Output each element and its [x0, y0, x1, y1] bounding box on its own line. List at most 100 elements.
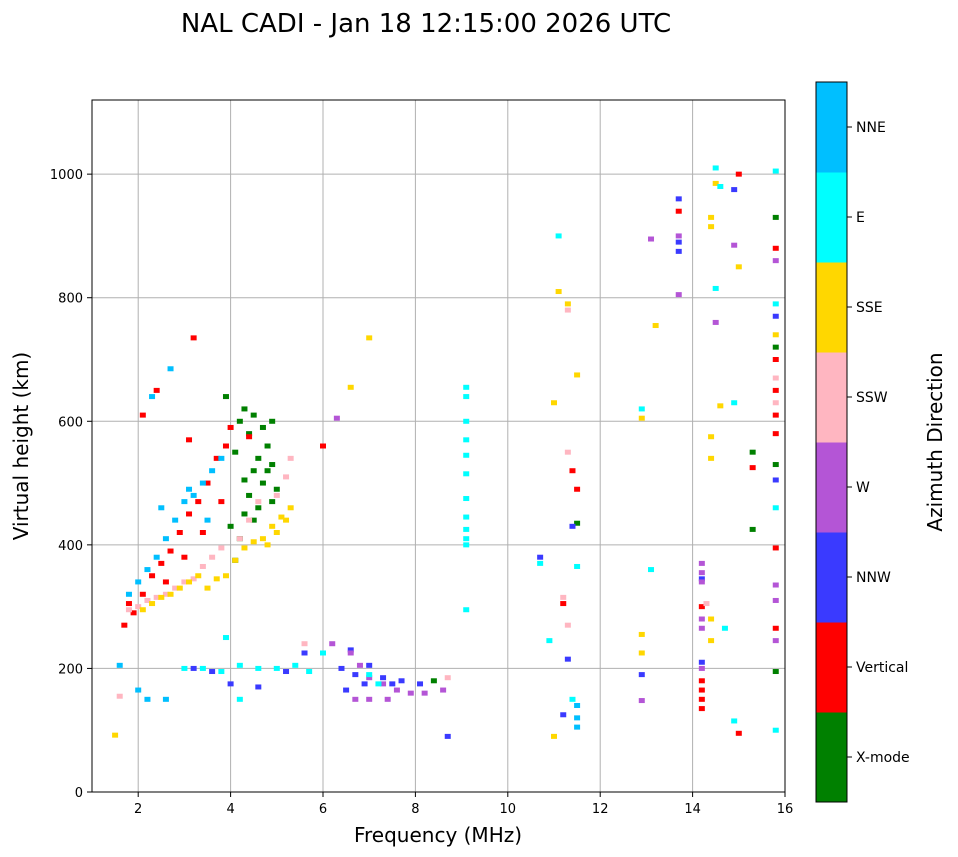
echo-point [772, 462, 779, 468]
echo-point [698, 604, 705, 610]
echo-point [463, 471, 470, 477]
echo-point [264, 468, 271, 474]
echo-point [569, 696, 576, 702]
echo-point [190, 576, 197, 582]
echo-point [301, 641, 308, 647]
echo-point [463, 394, 470, 400]
echo-point [246, 517, 253, 523]
echo-point [204, 517, 211, 523]
echo-point [199, 480, 206, 486]
echo-point [320, 650, 326, 656]
echo-point [250, 468, 257, 474]
echo-point [361, 681, 368, 687]
echo-point [135, 604, 142, 610]
x-tick-label: 14 [684, 802, 701, 817]
echo-point [116, 662, 123, 668]
echo-point [162, 591, 169, 597]
echo-point [366, 675, 373, 681]
echo-point [574, 520, 581, 526]
colorbar-tick-label: W [856, 480, 870, 496]
echo-point [703, 601, 710, 607]
echo-point [158, 594, 165, 600]
echo-point [366, 672, 373, 678]
echo-point [430, 678, 437, 684]
echo-point [227, 424, 234, 430]
echo-point [698, 678, 705, 684]
echo-point [772, 245, 779, 251]
y-tick-label: 1000 [50, 168, 83, 183]
colorbar-label: Azimuth Direction [923, 352, 947, 531]
echo-point [125, 591, 132, 597]
echo-point [675, 196, 682, 202]
echo-point [144, 597, 151, 603]
echo-point [712, 319, 719, 325]
echo-point [551, 733, 557, 739]
echo-point [546, 638, 553, 644]
echo-point [236, 662, 243, 668]
echo-point [463, 452, 470, 458]
echo-point [347, 647, 354, 653]
echo-point [569, 523, 576, 529]
echo-point [731, 187, 738, 193]
echo-point [269, 418, 276, 424]
echo-point [259, 424, 266, 430]
echo-point [555, 289, 562, 295]
echo-point [560, 601, 567, 607]
colorbar-segment [816, 442, 847, 533]
x-tick-label: 12 [592, 802, 609, 817]
echo-point [564, 301, 571, 307]
echo-point [366, 335, 373, 341]
echo-point [555, 233, 562, 239]
echo-point [153, 594, 160, 600]
echo-point [444, 733, 451, 739]
echo-point [772, 313, 779, 319]
echo-point [149, 573, 156, 579]
echo-point [772, 412, 779, 418]
echo-point [227, 681, 234, 687]
echo-point [186, 579, 193, 585]
echo-point [421, 690, 428, 696]
echo-point [162, 536, 169, 542]
echo-point [232, 449, 239, 455]
echo-point [283, 669, 290, 675]
echo-point [772, 431, 779, 437]
echo-point [772, 387, 779, 393]
echo-point [255, 499, 262, 505]
echo-point [698, 625, 705, 631]
echo-point [347, 650, 354, 656]
echo-point [172, 585, 179, 591]
y-tick-label: 800 [58, 292, 83, 307]
colorbar-segment [816, 82, 847, 173]
echo-point [564, 656, 571, 662]
echo-point [772, 477, 779, 483]
echo-point [463, 418, 470, 424]
echo-point [199, 563, 206, 569]
colorbar-tick-label: NNE [856, 120, 886, 136]
echo-point [440, 687, 447, 693]
echo-point [181, 499, 188, 505]
echo-point [463, 384, 470, 390]
x-axis-ticks: 2 4 6 8 10 12 14 16 [134, 792, 793, 817]
echo-point [264, 443, 271, 449]
echo-point [167, 366, 174, 372]
echo-point [112, 732, 119, 738]
echo-point [255, 455, 262, 461]
echo-point [708, 638, 715, 644]
echo-point [222, 443, 229, 449]
echo-point [167, 591, 174, 597]
echo-point [352, 672, 359, 678]
echo-point [186, 511, 193, 517]
chart-title: NAL CADI - Jan 18 12:15:00 2026 UTC [181, 9, 671, 39]
echo-point [398, 678, 405, 684]
echo-point [366, 662, 373, 668]
echo-point [638, 631, 645, 637]
echo-point [463, 514, 470, 520]
echo-point [352, 696, 359, 702]
echo-point [186, 486, 193, 492]
echo-point [218, 499, 225, 505]
x-tick-label: 10 [500, 802, 517, 817]
echo-point [735, 730, 742, 736]
echo-point [246, 434, 253, 440]
echo-point [139, 607, 146, 613]
